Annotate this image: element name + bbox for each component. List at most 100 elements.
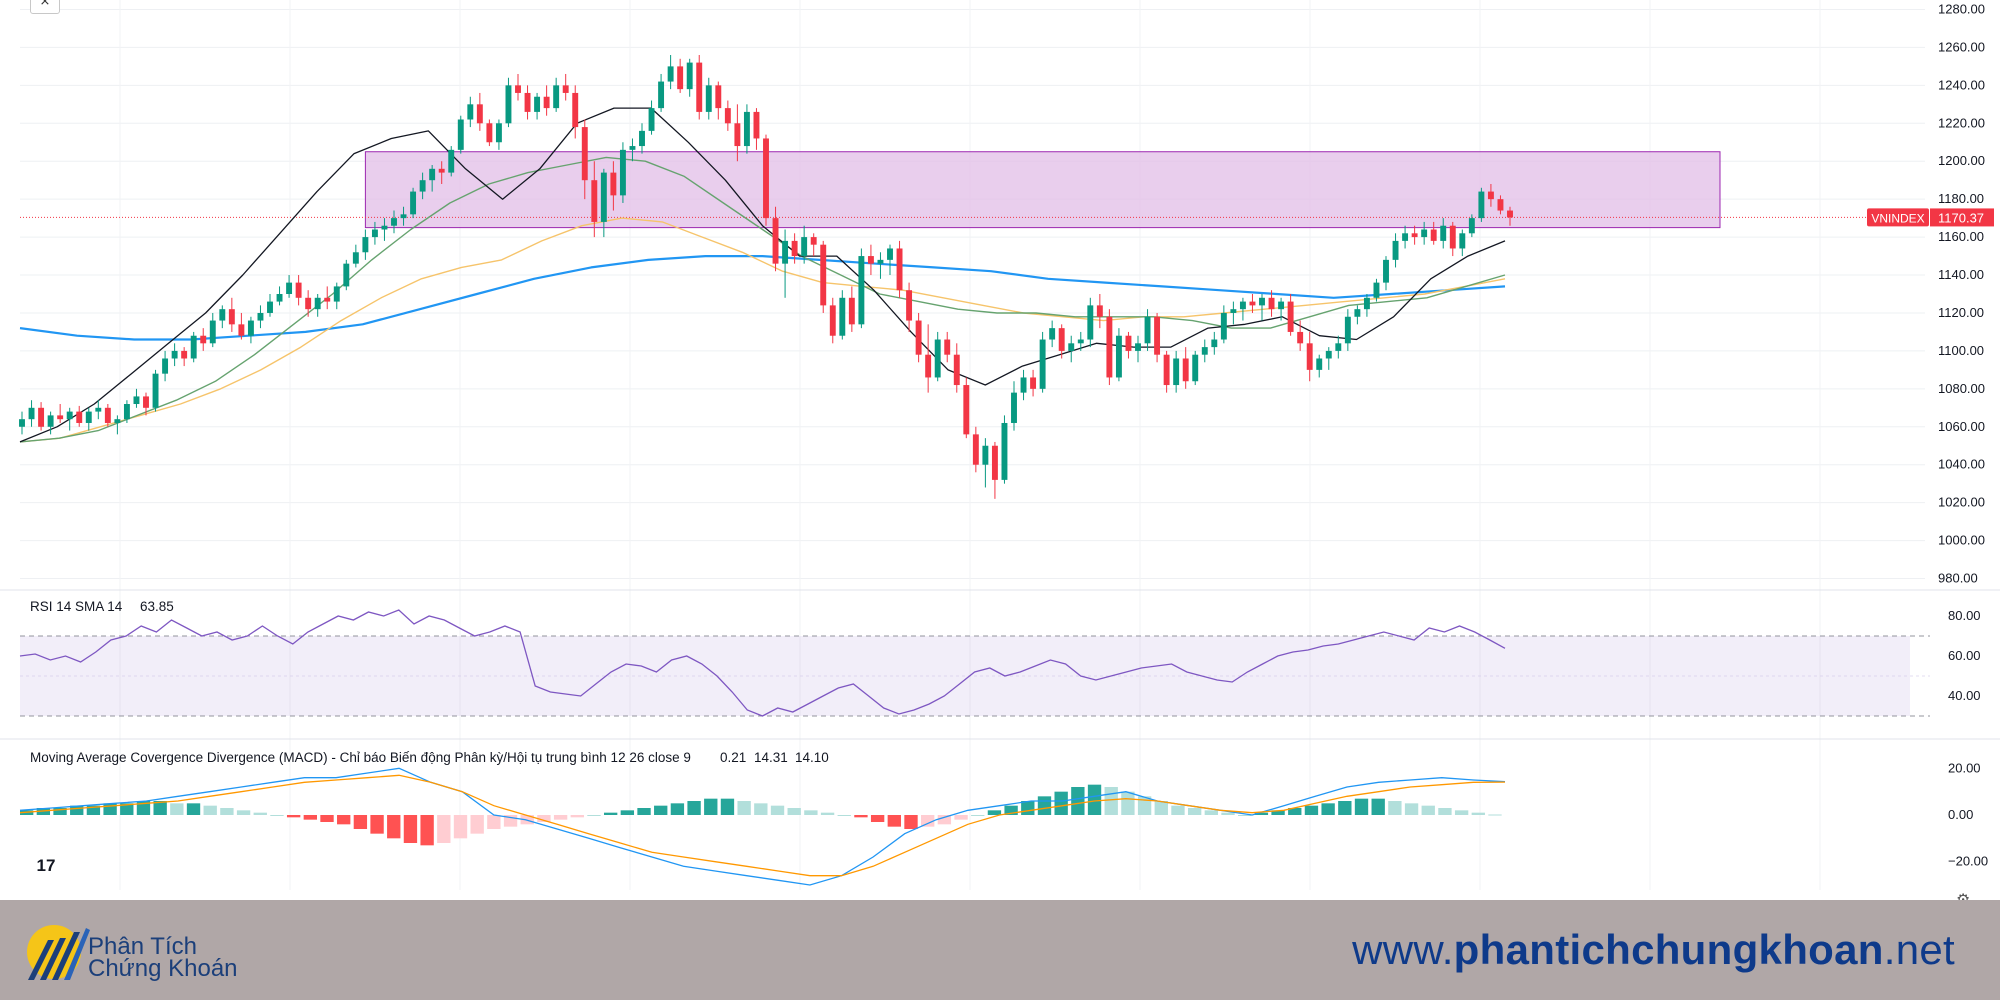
candle-body <box>209 320 216 344</box>
candle-body <box>1001 422 1008 480</box>
close-icon[interactable]: × <box>30 0 60 14</box>
candle <box>295 275 302 306</box>
candle <box>906 282 913 332</box>
candle <box>190 331 197 363</box>
candle <box>1192 350 1199 386</box>
candle <box>1125 331 1132 359</box>
candle <box>1392 233 1399 268</box>
macd-tick-label: 20.00 <box>1948 760 1981 775</box>
tradingview-logo-icon[interactable]: 17 <box>30 854 62 878</box>
candle <box>1335 335 1342 359</box>
macd-hist-bar <box>1488 814 1502 816</box>
candle-body <box>524 92 531 112</box>
candle-body <box>915 320 922 355</box>
candle-body <box>200 335 207 344</box>
candle-body <box>1096 305 1103 317</box>
candle <box>448 146 455 177</box>
price-tick-label: 1040.00 <box>1938 457 1985 472</box>
candle <box>543 85 550 116</box>
candle <box>1383 256 1389 291</box>
candle <box>925 324 932 393</box>
macd-hist-bar <box>553 815 568 820</box>
candle <box>85 407 92 431</box>
macd-hist-bar <box>1087 784 1102 815</box>
candle-body <box>1163 354 1170 386</box>
macd-hist-bar <box>887 815 901 827</box>
resistance-zone[interactable] <box>364 151 1721 229</box>
candle-body <box>982 445 989 465</box>
macd-hist-bar <box>1187 808 1202 815</box>
candle-body <box>1106 316 1113 378</box>
rsi-title: RSI 14 SMA 14 <box>30 599 123 614</box>
moving-averages <box>19 107 1506 443</box>
candle-body <box>190 335 197 359</box>
macd-hist-bar <box>1388 801 1402 815</box>
candle <box>305 290 312 317</box>
macd-hist-bar <box>770 805 785 815</box>
candle <box>457 115 464 154</box>
candle-body <box>1259 297 1265 306</box>
macd-hist-bar <box>804 810 818 815</box>
macd-title: Moving Average Covergence Divergence (MA… <box>30 750 691 765</box>
candle <box>209 312 216 348</box>
candle-body <box>1135 343 1141 351</box>
price-tick-label: 1160.00 <box>1938 229 1984 244</box>
macd-hist-bar <box>453 815 468 839</box>
macd-hist-bar <box>437 815 451 843</box>
candle <box>524 85 531 120</box>
candle-body <box>1268 297 1275 310</box>
candle <box>848 286 855 332</box>
candle <box>1087 297 1094 348</box>
candle-body <box>534 96 541 112</box>
price-tick-label: 1260.00 <box>1938 39 1985 54</box>
candle-body <box>715 85 722 109</box>
candle-body <box>677 66 684 90</box>
candle <box>648 100 655 135</box>
candle <box>715 81 722 120</box>
macd-hist-bar <box>86 805 101 815</box>
candle-body <box>1192 354 1199 382</box>
macd-hist-bar <box>587 815 601 816</box>
rsi-pane[interactable]: 80.00 60.00 40.00 <box>19 608 1981 717</box>
price-axis[interactable]: 1280.00 1260.00 1240.00 1220.00 1200.00 1180.… <box>1938 1 1985 585</box>
candle <box>1020 369 1027 401</box>
candle <box>677 58 684 93</box>
candle <box>1049 320 1056 348</box>
candle <box>1354 305 1361 325</box>
candle-body <box>648 108 655 131</box>
macd-signal-line <box>19 774 1506 877</box>
candle-body <box>1507 210 1513 218</box>
candle <box>658 73 665 112</box>
candle <box>1077 331 1084 351</box>
site-url[interactable]: www.phantichchungkhoan.net <box>1352 926 1955 974</box>
macd-hist-bar <box>1004 805 1018 815</box>
candle-body <box>1440 225 1447 241</box>
candle <box>934 331 941 382</box>
candle-body <box>1478 191 1485 219</box>
candle-body <box>267 301 273 313</box>
macd-hist-bar <box>1371 798 1385 815</box>
candle-body <box>219 309 226 321</box>
macd-hist-bar <box>1071 787 1085 815</box>
candle <box>19 411 25 435</box>
price-tick-label: 1080.00 <box>1938 381 1985 396</box>
macd-hist-bar <box>603 812 618 815</box>
macd-hist-bar <box>353 815 368 829</box>
candle <box>1421 221 1428 245</box>
price-tick-label: 1060.00 <box>1938 419 1985 434</box>
macd-hist-bar <box>954 815 968 820</box>
macd-line <box>19 767 1506 886</box>
candle <box>915 312 922 363</box>
candle-body <box>1278 301 1285 310</box>
candle <box>1030 369 1037 397</box>
macd-pane[interactable]: 20.00 0.00 −20.00 <box>19 760 1988 886</box>
url-suffix: .net <box>1883 926 1955 973</box>
candle <box>1344 309 1351 351</box>
price-tick-label: 1120.00 <box>1938 305 1984 320</box>
macd-hist-bar <box>820 812 835 815</box>
candle-body <box>763 138 769 219</box>
candle <box>772 206 779 272</box>
macd-hist-bar <box>1204 810 1219 815</box>
price-tick-label: 1180.00 <box>1938 191 1984 206</box>
